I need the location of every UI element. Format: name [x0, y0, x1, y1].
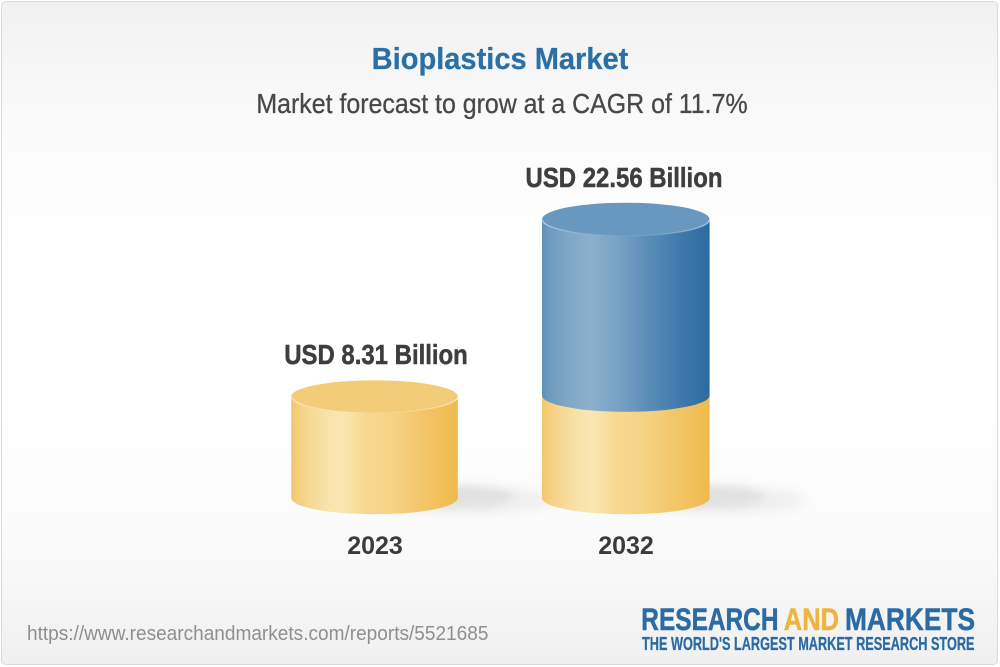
svg-text:THE WORLD'S LARGEST MARKET RES: THE WORLD'S LARGEST MARKET RESEARCH STOR… [642, 633, 975, 654]
svg-text:RESEARCH: RESEARCH [641, 601, 778, 637]
svg-text:AND: AND [784, 601, 839, 637]
svg-text:MARKETS: MARKETS [845, 601, 975, 637]
